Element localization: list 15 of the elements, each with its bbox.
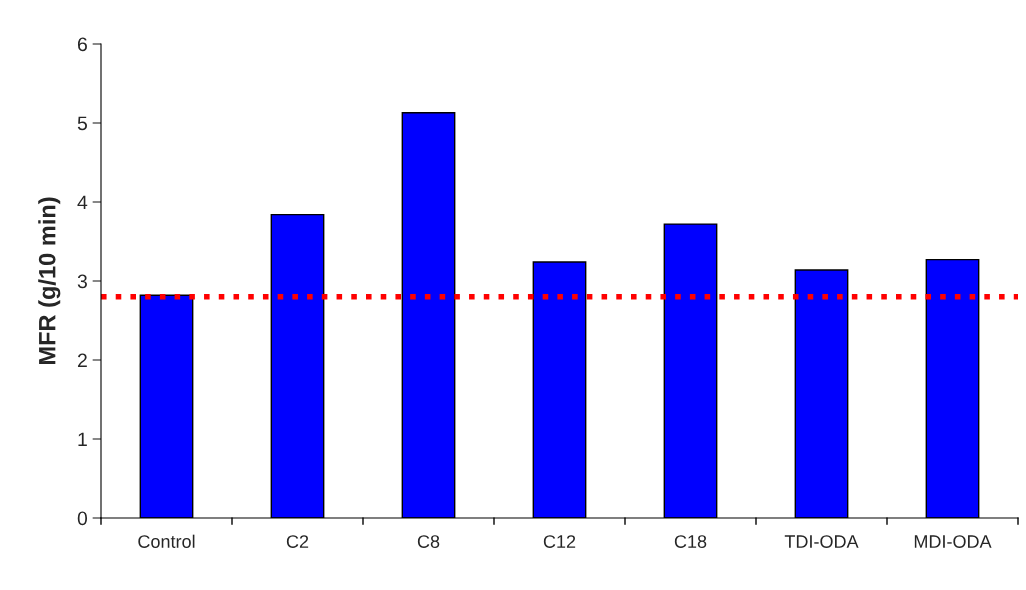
y-tick-label: 0 <box>77 511 88 526</box>
x-tick-label: C8 <box>417 535 440 548</box>
x-tick-label: C2 <box>286 535 309 548</box>
x-tick-label: TDI-ODA <box>784 535 859 548</box>
y-tick-label: 6 <box>77 37 87 52</box>
x-tick-label: MDI-ODA <box>914 535 992 548</box>
y-tick-label: 5 <box>77 116 87 131</box>
x-tick-label: C18 <box>674 535 707 548</box>
x-tick-label: Control <box>138 534 195 548</box>
y-tick-label: 4 <box>77 195 88 210</box>
y-tick-label: 3 <box>77 274 87 289</box>
x-tick-label: C12 <box>543 535 576 548</box>
y-axis-title: MFR (g/10 min) <box>38 197 61 365</box>
y-tick-label: 2 <box>77 353 87 368</box>
y-tick-label: 1 <box>78 432 87 447</box>
